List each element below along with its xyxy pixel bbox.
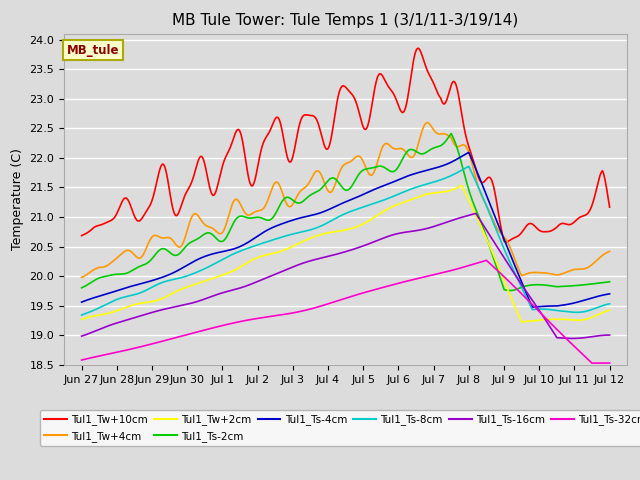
Y-axis label: Temperature (C): Temperature (C) <box>11 148 24 250</box>
Text: MB_tule: MB_tule <box>67 44 119 57</box>
Legend: Tul1_Tw+10cm, Tul1_Tw+4cm, Tul1_Tw+2cm, Tul1_Ts-2cm, Tul1_Ts-4cm, Tul1_Ts-8cm, T: Tul1_Tw+10cm, Tul1_Tw+4cm, Tul1_Tw+2cm, … <box>40 410 640 446</box>
Title: MB Tule Tower: Tule Temps 1 (3/1/11-3/19/14): MB Tule Tower: Tule Temps 1 (3/1/11-3/19… <box>172 13 519 28</box>
